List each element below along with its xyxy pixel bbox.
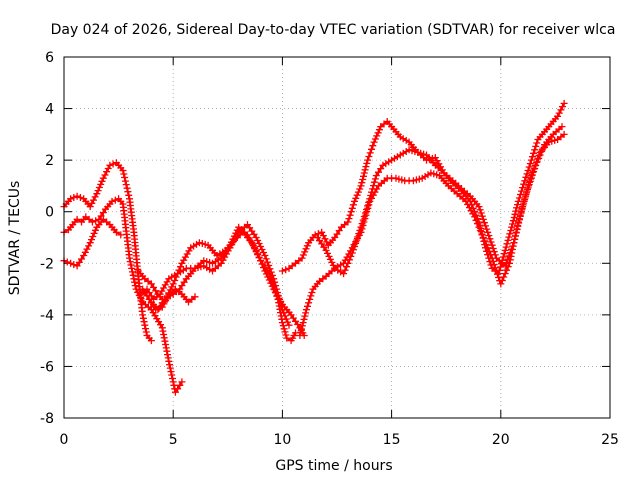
x-tick-label: 5 xyxy=(169,432,178,448)
y-tick-label: -2 xyxy=(40,256,54,272)
x-axis-label: GPS time / hours xyxy=(275,458,392,474)
y-tick-label: -6 xyxy=(40,359,54,375)
plot-frame xyxy=(63,56,611,419)
series-markers xyxy=(139,285,199,314)
grid xyxy=(64,57,610,418)
x-tick-label: 10 xyxy=(273,432,291,448)
data-series xyxy=(60,99,568,396)
x-tick-label: 15 xyxy=(383,432,401,448)
series-arc-10 xyxy=(313,130,568,278)
series-arc-7 xyxy=(139,285,199,314)
series-markers xyxy=(147,223,308,339)
chart-title: Day 024 of 2026, Sidereal Day-to-day VTE… xyxy=(51,22,616,38)
y-tick-label: 6 xyxy=(45,50,54,66)
y-tick-label: 0 xyxy=(45,205,54,221)
series-arc-5 xyxy=(136,221,293,329)
series-markers xyxy=(278,99,568,278)
x-tick-label: 0 xyxy=(60,432,69,448)
series-arc-2 xyxy=(60,195,186,396)
series-markers xyxy=(136,221,293,329)
y-tick-label: -8 xyxy=(40,411,54,427)
series-arc-6 xyxy=(147,223,308,339)
series-markers xyxy=(60,159,155,345)
x-tick-label: 20 xyxy=(492,432,510,448)
series-arc-1 xyxy=(60,159,155,345)
y-tick-label: -4 xyxy=(40,308,54,324)
series-line xyxy=(63,161,153,342)
series-arc-8 xyxy=(278,99,568,278)
y-tick-label: 4 xyxy=(45,102,54,118)
axis-ticks: -8 -6 -4 -2 0 2 4 6 0 5 10 15 20 25 xyxy=(40,50,619,448)
series-markers xyxy=(313,130,568,278)
y-tick-label: 2 xyxy=(45,153,54,169)
y-axis-label: SDTVAR / TECUs xyxy=(7,181,23,296)
x-tick-label: 25 xyxy=(601,432,619,448)
